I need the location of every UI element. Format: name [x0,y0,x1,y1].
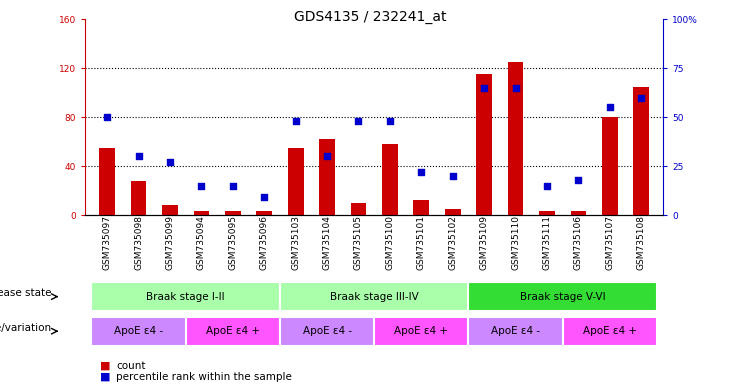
Text: GSM735104: GSM735104 [322,215,331,270]
Text: GSM735102: GSM735102 [448,215,457,270]
Point [384,118,396,124]
Text: GSM735095: GSM735095 [228,215,237,270]
Point [510,85,522,91]
Bar [256,211,272,215]
Point [478,85,490,91]
Bar [562,316,657,346]
Bar [508,62,523,215]
Text: GSM735096: GSM735096 [260,215,269,270]
Text: percentile rank within the sample: percentile rank within the sample [116,372,292,382]
Bar [130,181,147,215]
Text: GSM735110: GSM735110 [511,215,520,270]
Text: GSM735094: GSM735094 [197,215,206,270]
Bar [374,316,468,346]
Point [290,118,302,124]
Bar [225,211,241,215]
Text: GSM735107: GSM735107 [605,215,614,270]
Text: GDS4135 / 232241_at: GDS4135 / 232241_at [294,10,447,23]
Bar [602,117,618,215]
Bar [91,316,186,346]
Point [133,153,144,159]
Text: GSM735099: GSM735099 [165,215,175,270]
Text: GSM735101: GSM735101 [417,215,426,270]
Text: GSM735109: GSM735109 [479,215,488,270]
Text: ■: ■ [100,361,110,371]
Bar [445,209,461,215]
Point [259,194,270,200]
Bar [539,211,555,215]
Bar [288,148,304,215]
Bar [476,74,492,215]
Text: GSM735100: GSM735100 [385,215,394,270]
Text: count: count [116,361,146,371]
Text: disease state: disease state [0,288,51,298]
Text: Braak stage I-II: Braak stage I-II [147,291,225,302]
Bar [280,316,374,346]
Text: GSM735097: GSM735097 [103,215,112,270]
Point [227,183,239,189]
Text: GSM735106: GSM735106 [574,215,583,270]
Bar [91,282,280,311]
Bar [634,86,649,215]
Bar [571,211,586,215]
Point [353,118,365,124]
Point [541,183,553,189]
Text: ApoE ε4 +: ApoE ε4 + [206,326,260,336]
Bar [413,200,429,215]
Bar [319,139,335,215]
Text: GSM735108: GSM735108 [637,215,645,270]
Text: ApoE ε4 +: ApoE ε4 + [394,326,448,336]
Text: ApoE ε4 +: ApoE ε4 + [582,326,637,336]
Text: GSM735103: GSM735103 [291,215,300,270]
Text: Braak stage V-VI: Braak stage V-VI [520,291,605,302]
Text: genotype/variation: genotype/variation [0,323,51,333]
Point [604,104,616,111]
Text: GSM735105: GSM735105 [354,215,363,270]
Bar [162,205,178,215]
Point [416,169,428,175]
Bar [99,148,115,215]
Text: ■: ■ [100,372,110,382]
Text: GSM735098: GSM735098 [134,215,143,270]
Point [164,159,176,165]
Bar [468,316,562,346]
Point [635,94,647,101]
Point [102,114,113,120]
Text: ApoE ε4 -: ApoE ε4 - [114,326,163,336]
Bar [193,211,209,215]
Point [573,177,585,183]
Bar [468,282,657,311]
Point [321,153,333,159]
Text: ApoE ε4 -: ApoE ε4 - [491,326,540,336]
Text: ApoE ε4 -: ApoE ε4 - [302,326,352,336]
Bar [382,144,398,215]
Text: Braak stage III-IV: Braak stage III-IV [330,291,419,302]
Bar [350,203,366,215]
Bar [280,282,468,311]
Text: GSM735111: GSM735111 [542,215,551,270]
Point [447,173,459,179]
Bar [186,316,280,346]
Point [196,183,207,189]
